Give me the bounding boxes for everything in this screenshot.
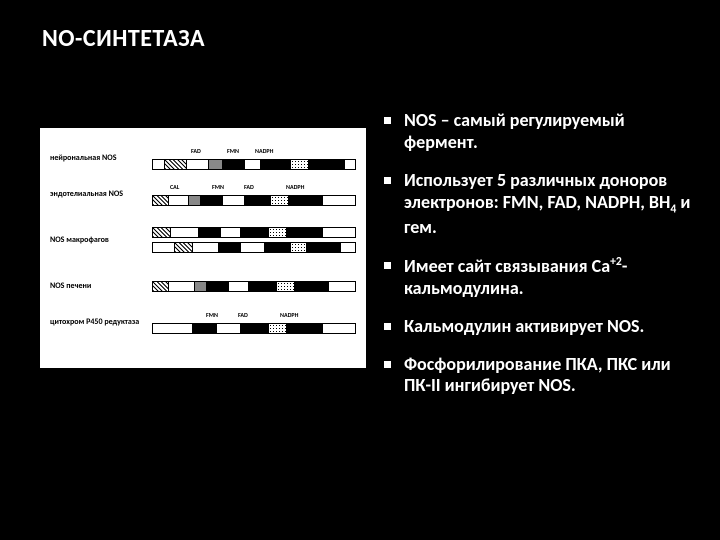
domain-track xyxy=(152,242,356,253)
row-label: NOS макрофагов xyxy=(50,236,152,245)
row-label: цитохром Р450 редуктаза xyxy=(50,318,152,327)
domain-segment xyxy=(221,228,241,237)
diagram-row: нейрональная NOSFADFMNNADPH xyxy=(50,140,356,176)
domain-segment xyxy=(169,196,189,205)
domain-segment xyxy=(153,282,169,291)
domain-segment xyxy=(291,160,309,169)
domain-segment xyxy=(171,228,199,237)
domain-segment xyxy=(245,196,271,205)
domain-segment xyxy=(207,282,229,291)
track-wrap: FADFMNNADPH xyxy=(152,147,356,170)
domain-segment xyxy=(153,324,193,333)
domain-segment xyxy=(241,228,269,237)
domain-segment xyxy=(169,282,195,291)
domain-segment xyxy=(209,160,223,169)
row-label: эндотелиальная NOS xyxy=(50,190,152,199)
diagram-row: эндотелиальная NOSCALFMNFADNADPH xyxy=(50,176,356,212)
track-wrap: FMNFADNADPH xyxy=(152,311,356,334)
domain-segment xyxy=(201,196,223,205)
domain-segment xyxy=(195,282,207,291)
domain-segment xyxy=(289,196,323,205)
domain-segment xyxy=(229,282,249,291)
track-wrap xyxy=(152,227,356,253)
bullet-list: NOS – самый регулируемый фермент. Использ… xyxy=(378,110,694,413)
domain-segment xyxy=(295,282,329,291)
domain-track xyxy=(152,281,356,292)
slide: NO-СИНТЕТАЗА нейрональная NOSFADFMNNADPH… xyxy=(0,0,720,540)
row-label: NOS печени xyxy=(50,282,152,291)
domain-diagram: нейрональная NOSFADFMNNADPHэндотелиальна… xyxy=(40,128,366,368)
diagram-row: цитохром Р450 редуктазаFMNFADNADPH xyxy=(50,304,356,340)
domain-segment xyxy=(307,243,341,252)
domain-segment xyxy=(261,160,291,169)
domain-segment xyxy=(165,160,187,169)
bullet-item: Использует 5 различных доноров электроно… xyxy=(378,170,694,239)
domain-segment xyxy=(175,243,193,252)
track-wrap: CALFMNFADNADPH xyxy=(152,183,356,206)
domain-segment xyxy=(241,324,269,333)
diagram-row: NOS макрофагов xyxy=(50,212,356,268)
domain-segment xyxy=(199,228,221,237)
domain-segment xyxy=(193,243,219,252)
domain-segment xyxy=(187,160,209,169)
domain-track xyxy=(152,227,356,238)
bullet-item: NOS – самый регулируемый фермент. xyxy=(378,110,694,154)
domain-segment xyxy=(287,324,323,333)
domain-segment xyxy=(223,196,245,205)
domain-segment xyxy=(189,196,201,205)
domain-segment xyxy=(271,196,289,205)
track-wrap xyxy=(152,281,356,292)
bullet-item: Фосфорилирование ПКА, ПКС или ПК-II инги… xyxy=(378,354,694,398)
row-label: нейрональная NOS xyxy=(50,154,152,163)
domain-segment xyxy=(153,243,175,252)
domain-segment xyxy=(153,160,165,169)
slide-title: NO-СИНТЕТАЗА xyxy=(42,24,205,53)
domain-top-labels: FADFMNNADPH xyxy=(152,147,356,155)
bullet-item: Кальмодулин активирует NOS. xyxy=(378,316,694,338)
domain-segment xyxy=(153,196,169,205)
domain-segment xyxy=(153,228,171,237)
diagram-row: NOS печени xyxy=(50,268,356,304)
domain-segment xyxy=(217,324,241,333)
bullet-item: Имеет сайт связывания Ca+2-кальмодулина. xyxy=(378,255,694,300)
domain-segment xyxy=(291,243,307,252)
domain-segment xyxy=(309,160,345,169)
domain-segment xyxy=(219,243,241,252)
domain-segment xyxy=(193,324,217,333)
domain-track xyxy=(152,323,356,334)
domain-segment xyxy=(265,243,291,252)
domain-top-labels: FMNFADNADPH xyxy=(152,311,356,319)
domain-segment xyxy=(287,228,323,237)
domain-track xyxy=(152,159,356,170)
domain-segment xyxy=(277,282,295,291)
domain-segment xyxy=(269,324,287,333)
domain-segment xyxy=(241,243,265,252)
domain-top-labels: CALFMNFADNADPH xyxy=(152,183,356,191)
domain-segment xyxy=(223,160,245,169)
domain-track xyxy=(152,195,356,206)
domain-segment xyxy=(249,282,277,291)
domain-segment xyxy=(269,228,287,237)
domain-segment xyxy=(245,160,261,169)
